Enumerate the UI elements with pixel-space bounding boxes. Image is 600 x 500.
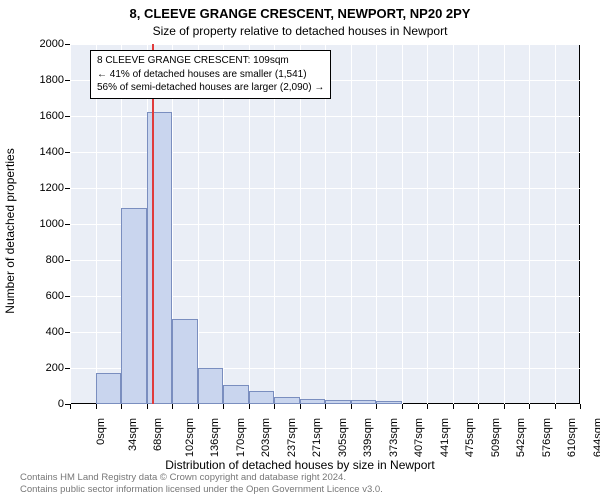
y-tick-label: 1600 <box>24 110 64 122</box>
annotation-line-2: ← 41% of detached houses are smaller (1,… <box>97 68 324 82</box>
y-tick-mark <box>65 296 70 297</box>
x-tick-mark <box>351 404 352 409</box>
x-tick-mark <box>147 404 148 409</box>
plot-area: 8 CLEEVE GRANGE CRESCENT: 109sqm ← 41% o… <box>70 44 580 404</box>
x-tick-mark <box>453 404 454 409</box>
x-tick-label: 441sqm <box>439 418 451 457</box>
histogram-bar <box>300 399 326 404</box>
annotation-line-3: 56% of semi-detached houses are larger (… <box>97 81 324 95</box>
x-tick-label: 305sqm <box>337 418 349 457</box>
grid-v-line <box>580 44 581 404</box>
x-tick-mark <box>504 404 505 409</box>
x-tick-label: 136sqm <box>209 418 221 457</box>
x-tick-label: 373sqm <box>388 418 400 457</box>
footer-line-1: Contains HM Land Registry data © Crown c… <box>20 472 600 484</box>
histogram-bar <box>147 112 173 404</box>
y-tick-mark <box>65 224 70 225</box>
x-tick-label: 0sqm <box>95 418 107 445</box>
x-tick-mark <box>529 404 530 409</box>
y-tick-mark <box>65 260 70 261</box>
x-tick-mark <box>96 404 97 409</box>
chart-title: 8, CLEEVE GRANGE CRESCENT, NEWPORT, NP20… <box>0 6 600 21</box>
x-tick-mark <box>198 404 199 409</box>
x-tick-label: 170sqm <box>235 418 247 457</box>
y-tick-label: 2000 <box>24 38 64 50</box>
grid-v-line <box>402 44 403 404</box>
y-tick-mark <box>65 404 70 405</box>
x-tick-label: 576sqm <box>541 418 553 457</box>
annotation-line-1: 8 CLEEVE GRANGE CRESCENT: 109sqm <box>97 54 324 68</box>
grid-v-line <box>478 44 479 404</box>
histogram-bar <box>172 319 198 404</box>
x-tick-mark <box>223 404 224 409</box>
y-tick-label: 200 <box>24 362 64 374</box>
x-tick-label: 475sqm <box>464 418 476 457</box>
x-tick-label: 644sqm <box>592 418 600 457</box>
x-tick-mark <box>555 404 556 409</box>
x-tick-label: 542sqm <box>515 418 527 457</box>
x-tick-mark <box>300 404 301 409</box>
x-tick-label: 271sqm <box>311 418 323 457</box>
y-tick-mark <box>65 80 70 81</box>
y-tick-label: 400 <box>24 326 64 338</box>
x-tick-mark <box>249 404 250 409</box>
x-tick-mark <box>70 404 71 409</box>
footer-line-2: Contains public sector information licen… <box>20 484 600 496</box>
x-tick-label: 339sqm <box>362 418 374 457</box>
y-tick-label: 0 <box>24 398 64 410</box>
grid-v-line <box>351 44 352 404</box>
y-tick-label: 800 <box>24 254 64 266</box>
y-tick-mark <box>65 44 70 45</box>
x-tick-label: 34sqm <box>127 418 139 451</box>
x-tick-mark <box>580 404 581 409</box>
grid-v-line <box>453 44 454 404</box>
x-axis-label: Distribution of detached houses by size … <box>0 458 600 472</box>
grid-v-line <box>427 44 428 404</box>
grid-v-line <box>504 44 505 404</box>
x-tick-label: 68sqm <box>152 418 164 451</box>
histogram-bar <box>223 385 249 404</box>
y-axis-label: Number of detached properties <box>3 148 17 313</box>
histogram-chart: 8, CLEEVE GRANGE CRESCENT, NEWPORT, NP20… <box>0 0 600 500</box>
y-tick-label: 1400 <box>24 146 64 158</box>
x-tick-mark <box>121 404 122 409</box>
grid-v-line <box>376 44 377 404</box>
x-tick-mark <box>376 404 377 409</box>
grid-v-line <box>555 44 556 404</box>
x-tick-label: 610sqm <box>566 418 578 457</box>
histogram-bar <box>198 368 224 404</box>
y-tick-mark <box>65 188 70 189</box>
histogram-bar <box>96 373 122 404</box>
grid-v-line <box>529 44 530 404</box>
y-tick-label: 1200 <box>24 182 64 194</box>
histogram-bar <box>351 400 377 404</box>
x-tick-mark <box>172 404 173 409</box>
x-tick-label: 509sqm <box>490 418 502 457</box>
annotation-box: 8 CLEEVE GRANGE CRESCENT: 109sqm ← 41% o… <box>90 50 331 99</box>
y-tick-mark <box>65 116 70 117</box>
histogram-bar <box>325 400 351 405</box>
footer-attribution: Contains HM Land Registry data © Crown c… <box>0 472 600 496</box>
x-tick-label: 203sqm <box>260 418 272 457</box>
x-tick-mark <box>402 404 403 409</box>
y-tick-label: 1000 <box>24 218 64 230</box>
x-tick-mark <box>274 404 275 409</box>
histogram-bar <box>249 391 275 404</box>
x-tick-mark <box>427 404 428 409</box>
grid-v-line <box>70 44 71 404</box>
x-tick-label: 407sqm <box>413 418 425 457</box>
x-tick-mark <box>478 404 479 409</box>
histogram-bar <box>274 397 300 404</box>
y-tick-label: 600 <box>24 290 64 302</box>
histogram-bar <box>121 208 147 404</box>
histogram-bar <box>376 401 402 404</box>
y-tick-mark <box>65 152 70 153</box>
chart-subtitle: Size of property relative to detached ho… <box>0 24 600 38</box>
x-tick-label: 102sqm <box>184 418 196 457</box>
x-tick-mark <box>325 404 326 409</box>
y-tick-mark <box>65 368 70 369</box>
y-tick-label: 1800 <box>24 74 64 86</box>
x-tick-label: 237sqm <box>286 418 298 457</box>
y-tick-mark <box>65 332 70 333</box>
